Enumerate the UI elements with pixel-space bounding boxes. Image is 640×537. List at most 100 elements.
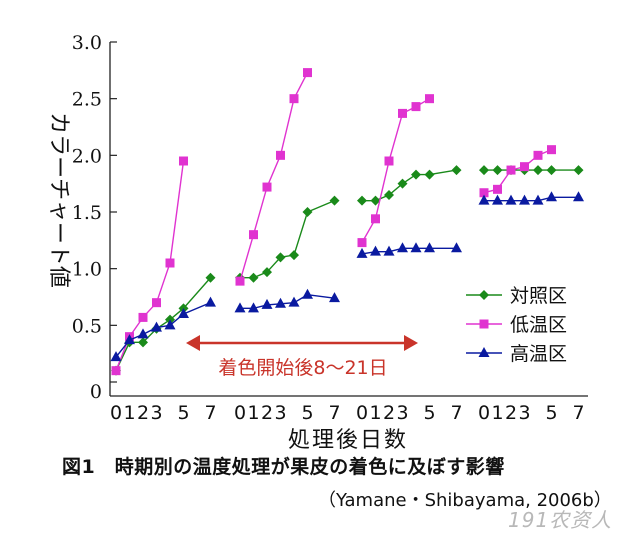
x-tick-label: 7 [328, 402, 340, 424]
annotation-arrowhead-left [186, 335, 200, 351]
data-point [573, 191, 584, 202]
y-tick-label: 3.0 [72, 32, 102, 54]
data-point [205, 272, 216, 283]
x-tick-label: 0 [478, 402, 490, 424]
y-axis-label: カラーチャート値 [46, 112, 71, 288]
data-point [276, 150, 285, 160]
data-point [235, 276, 245, 286]
x-tick-label: 3 [396, 402, 408, 424]
data-point [493, 184, 502, 194]
legend-marker [479, 290, 489, 300]
data-point [165, 258, 175, 268]
data-point [425, 94, 434, 104]
x-tick-label: 3 [518, 402, 530, 424]
y-tick-labels: 0 0.5 1.0 1.5 2.0 2.5 3.0 [72, 32, 102, 403]
data-point [357, 195, 367, 206]
data-point [329, 195, 340, 206]
data-point [533, 150, 543, 160]
data-point [411, 102, 421, 112]
data-point [492, 194, 503, 205]
data-point [398, 108, 407, 118]
y-tick-label: 0 [90, 381, 102, 403]
data-point [533, 165, 543, 176]
legend-label: 対照区 [510, 285, 567, 307]
data-point [410, 242, 422, 253]
series-2 [111, 68, 556, 376]
legend-marker [479, 319, 489, 329]
data-point [138, 312, 148, 322]
data-point [505, 194, 517, 205]
data-point [275, 297, 286, 308]
series-line [115, 302, 211, 358]
x-tick-label: 0 [356, 402, 368, 424]
data-point [451, 165, 462, 176]
y-tick-label: 1.5 [72, 202, 102, 224]
data-point [275, 252, 286, 263]
data-point [152, 298, 161, 308]
x-tick-label: 7 [204, 402, 216, 424]
x-tick-label: 5 [177, 402, 189, 424]
data-point [302, 207, 313, 217]
y-tick-label: 2.0 [72, 145, 102, 167]
data-point [397, 178, 408, 189]
data-point [302, 288, 313, 299]
data-point [519, 194, 530, 205]
data-point [164, 319, 176, 330]
data-point [547, 145, 556, 155]
x-tick-label: 5 [423, 402, 435, 424]
data-point [151, 321, 162, 332]
series-line [239, 72, 309, 282]
y-tick-label: 1.0 [72, 259, 102, 281]
data-point [289, 250, 299, 261]
x-tick-label: 5 [301, 402, 313, 424]
data-point [262, 182, 272, 192]
annotation-text: 着色開始後8～21日 [218, 357, 387, 379]
data-point [370, 245, 381, 256]
x-tick-label: 0 [110, 402, 122, 424]
data-point [479, 188, 489, 198]
x-tick-label: 7 [450, 402, 462, 424]
data-point [424, 169, 435, 180]
data-point [137, 328, 149, 339]
data-point [384, 190, 394, 200]
data-point [329, 292, 340, 303]
legend-marker [478, 347, 490, 357]
data-point [179, 156, 188, 166]
figure-caption: 図1 時期別の温度処理が果皮の着色に及ぼす影響 [62, 456, 505, 478]
data-point [532, 194, 544, 205]
x-tick-label: 0 [234, 402, 246, 424]
data-point [248, 272, 259, 283]
data-point [356, 247, 368, 258]
data-point [261, 298, 273, 309]
data-point [110, 351, 122, 362]
x-tick-label: 5 [545, 402, 557, 424]
legend-label: 高温区 [510, 343, 567, 365]
data-point [357, 238, 367, 248]
data-point [289, 94, 299, 104]
x-tick-label: 2 [505, 402, 517, 424]
x-tick-label: 3 [274, 402, 286, 424]
data-point [111, 366, 121, 376]
data-point [451, 242, 462, 253]
data-point [397, 242, 408, 253]
chart-axes [109, 41, 588, 397]
annotation-arrowhead-right [404, 335, 418, 351]
x-tick-label: 1 [123, 402, 135, 424]
data-point [124, 334, 135, 345]
series-line [115, 277, 212, 371]
data-point [371, 214, 380, 224]
x-axis-label: 処理後日数 [288, 428, 408, 453]
data-point [424, 242, 435, 253]
data-point [479, 165, 489, 176]
x-tick-label: 1 [247, 402, 259, 424]
data-point [506, 165, 516, 175]
x-tick-label: 2 [383, 402, 395, 424]
data-point [411, 169, 421, 180]
data-point [249, 230, 258, 240]
y-tick-label: 0.5 [72, 315, 102, 337]
x-tick-label: 1 [369, 402, 381, 424]
x-tick-label: 2 [137, 402, 149, 424]
data-point [288, 296, 300, 307]
